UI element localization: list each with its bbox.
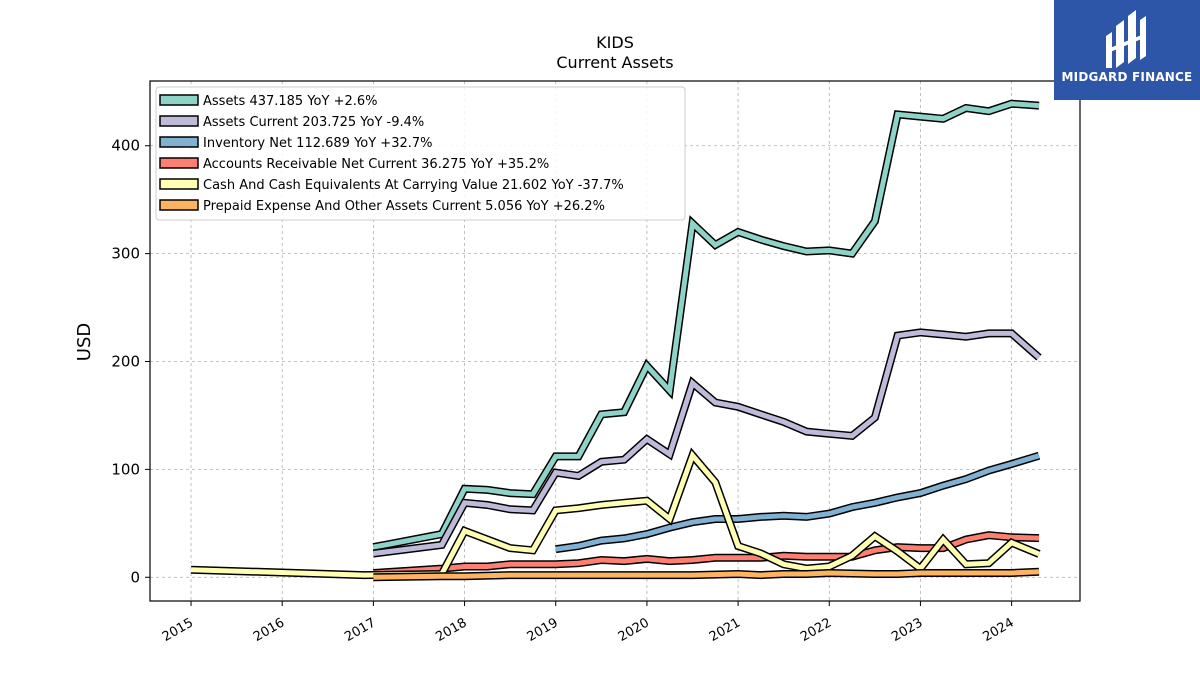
x-tick-label: 2022 xyxy=(798,615,834,645)
series-line-stroke xyxy=(372,101,1040,550)
series-line-stroke xyxy=(190,450,1040,578)
series-line-2 xyxy=(372,328,1042,558)
y-tick-label: 300 xyxy=(111,245,140,263)
legend-swatch-5 xyxy=(159,178,199,190)
legend: Assets 437.185 YoY +2.6% Assets Current 2… xyxy=(155,86,686,221)
x-tick-label: 2021 xyxy=(707,615,743,645)
x-tick-label: 2020 xyxy=(616,615,652,645)
y-tick-label: 400 xyxy=(111,137,140,155)
chart-title: KIDS xyxy=(596,33,634,52)
series-line-5 xyxy=(190,447,1041,580)
legend-swatch-3 xyxy=(159,136,199,148)
logo-mark-icon xyxy=(1106,10,1146,68)
legend-label-4: Accounts Receivable Net Current 36.275 Y… xyxy=(203,157,549,172)
x-tick-label: 2024 xyxy=(980,615,1016,645)
chart-subtitle: Current Assets xyxy=(556,53,673,72)
legend-swatch-2 xyxy=(159,115,199,127)
y-axis-label: USD xyxy=(74,323,95,361)
series-line-1 xyxy=(372,99,1040,552)
series-line-3 xyxy=(555,451,1041,554)
series-line-stroke xyxy=(373,569,1040,580)
series-line-6 xyxy=(373,567,1040,582)
x-tick-label: 2016 xyxy=(251,615,287,645)
legend-label-3: Inventory Net 112.689 YoY +32.7% xyxy=(203,136,433,151)
x-tick-label: 2015 xyxy=(160,615,196,645)
legend-box xyxy=(155,86,686,221)
x-tick-label: 2018 xyxy=(433,615,469,645)
legend-swatch-6 xyxy=(159,199,199,211)
x-tick-label: 2019 xyxy=(525,615,561,645)
series-lines xyxy=(190,99,1042,582)
plot-area-frame xyxy=(149,80,1081,602)
legend-label-6: Prepaid Expense And Other Assets Current… xyxy=(203,199,605,214)
logo-text: MIDGARD FINANCE xyxy=(1061,70,1193,84)
legend-label-2: Assets Current 203.725 YoY -9.4% xyxy=(203,115,424,130)
series-line-stroke xyxy=(555,453,1040,552)
legend-swatch-1 xyxy=(159,94,199,106)
x-tick-label: 2023 xyxy=(889,615,925,645)
y-tick-label: 200 xyxy=(111,352,140,370)
legend-swatch-4 xyxy=(159,157,199,169)
y-tick-label: 0 xyxy=(130,568,140,586)
legend-label-1: Assets 437.185 YoY +2.6% xyxy=(203,94,378,109)
series-line-stroke xyxy=(373,329,1041,556)
legend-label-5: Cash And Cash Equivalents At Carrying Va… xyxy=(203,178,624,193)
y-tick-label: 100 xyxy=(111,460,140,478)
midgard-finance-logo: MIDGARD FINANCE xyxy=(1054,0,1200,100)
x-tick-label: 2017 xyxy=(342,615,378,645)
